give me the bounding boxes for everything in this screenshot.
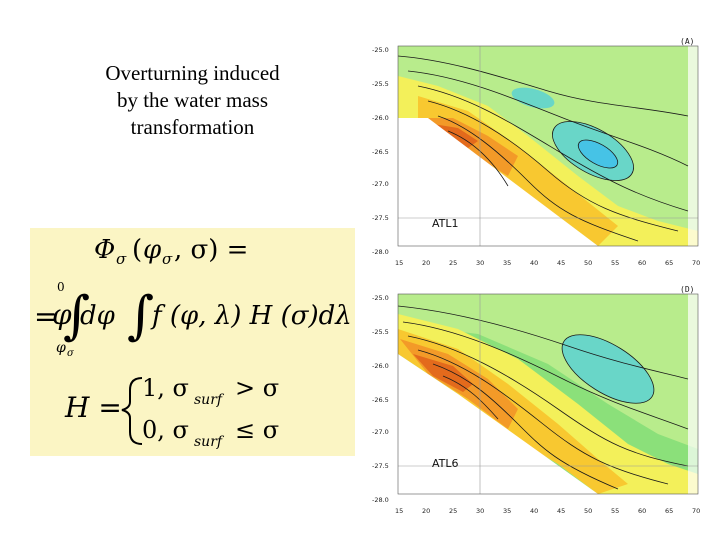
xtick: 60 <box>638 259 646 267</box>
xtick: 50 <box>584 507 592 515</box>
xtick: 65 <box>665 259 673 267</box>
edge-mask <box>688 294 698 494</box>
phi-capital: Φ <box>94 235 115 265</box>
xtick: 70 <box>692 259 700 267</box>
xtick: 15 <box>395 507 403 515</box>
contour-panel-d: -25.0 -25.5 -26.0 -26.5 -27.0 -27.5 -28.… <box>358 284 720 516</box>
panel-a-xticks: 15 20 25 30 35 40 45 50 55 60 65 70 <box>395 259 700 267</box>
no-data-region <box>398 118 598 246</box>
xtick: 25 <box>449 507 457 515</box>
ytick: -25.0 <box>372 294 389 302</box>
panel-d-xticks: 15 20 25 30 35 40 45 50 55 60 65 70 <box>395 507 700 515</box>
ytick: -26.0 <box>372 362 389 370</box>
xtick: 20 <box>422 259 430 267</box>
xtick: 65 <box>665 507 673 515</box>
paren-open: ( <box>132 235 142 265</box>
ytick: -25.0 <box>372 46 389 54</box>
xtick: 45 <box>557 259 565 267</box>
ytick: -26.5 <box>372 396 389 404</box>
ytick: -25.5 <box>372 80 389 88</box>
edge-mask <box>688 46 698 246</box>
case1-text: 1, σ <box>142 374 189 402</box>
ytick: -28.0 <box>372 496 389 504</box>
slide-title: Overturning induced by the water mass tr… <box>60 60 325 141</box>
lower-limit: φ <box>56 340 66 356</box>
title-line-3: transformation <box>130 115 255 139</box>
case2-rel: ≤ σ <box>235 416 279 444</box>
xtick: 25 <box>449 259 457 267</box>
dark-orange-core <box>433 124 478 148</box>
equals-2: = <box>34 300 57 333</box>
ytick: -27.5 <box>372 214 389 222</box>
blue-pool <box>578 140 618 168</box>
panel-a-frame <box>397 45 699 247</box>
panel-d-tag: (D) <box>680 285 694 294</box>
line1-rest: , σ) = <box>174 235 248 265</box>
integrand-rest: f (φ, λ) H (σ)dλ , <box>150 301 355 331</box>
ytick: -27.5 <box>372 462 389 470</box>
xtick: 60 <box>638 507 646 515</box>
integral-1: ∫ <box>63 286 90 346</box>
ytick: -26.5 <box>372 148 389 156</box>
xtick: 35 <box>503 507 511 515</box>
xtick: 35 <box>503 259 511 267</box>
phi-capital-sub: σ <box>116 250 127 268</box>
panel-a-label: ATL1 <box>432 217 459 230</box>
case1-sub: surf <box>194 392 225 408</box>
contour-panel-a: -25.0 -25.5 -26.0 -26.5 -27.0 -27.5 -28.… <box>358 36 720 268</box>
panel-d-frame <box>397 293 699 495</box>
xtick: 55 <box>611 507 619 515</box>
panel-d-fields <box>398 294 698 494</box>
xtick: 40 <box>530 507 538 515</box>
cyan-patch <box>511 87 555 109</box>
xtick: 30 <box>476 507 484 515</box>
case2-text: 0, σ <box>142 416 189 444</box>
panel-a-yticks: -25.0 -25.5 -26.0 -26.5 -27.0 -27.5 -28.… <box>372 46 389 256</box>
contour-svg-d: -25.0 -25.5 -26.0 -26.5 -27.0 -27.5 -28.… <box>372 285 700 515</box>
title-line-2: by the water mass <box>116 88 269 112</box>
title-line-1: Overturning induced <box>105 61 280 85</box>
case-brace <box>121 377 143 445</box>
h-label: H = <box>64 391 122 424</box>
panel-d-label: ATL6 <box>432 457 459 470</box>
contour-svg-a: -25.0 -25.5 -26.0 -26.5 -27.0 -27.5 -28.… <box>372 37 700 267</box>
formula-box: Φ σ ( φ σ , σ) = φ 0 = ∫ dφ ∫ f (φ, λ) H… <box>30 228 355 456</box>
dark-orange-core <box>413 354 473 392</box>
panel-d-contours <box>397 305 689 490</box>
xtick: 20 <box>422 507 430 515</box>
xtick: 45 <box>557 507 565 515</box>
yellow-band <box>398 314 698 494</box>
case1-rel: > σ <box>235 374 279 402</box>
formula-svg: Φ σ ( φ σ , σ) = φ 0 = ∫ dφ ∫ f (φ, λ) H… <box>34 235 355 450</box>
light-green-band <box>398 294 698 449</box>
xtick: 50 <box>584 259 592 267</box>
no-data-region <box>398 354 598 494</box>
xtick: 70 <box>692 507 700 515</box>
ytick: -26.0 <box>372 114 389 122</box>
d-phi: dφ <box>80 301 116 331</box>
phi-sigma: φ <box>143 235 162 265</box>
panel-d-grid <box>398 294 698 494</box>
panel-a-fields <box>398 46 698 246</box>
panel-d-yticks: -25.0 -25.5 -26.0 -26.5 -27.0 -27.5 -28.… <box>372 294 389 504</box>
ytick: -27.0 <box>372 428 389 436</box>
xtick: 15 <box>395 259 403 267</box>
case2-sub: surf <box>194 434 225 450</box>
phi-sigma-sub: σ <box>162 250 173 268</box>
panel-a-grid <box>398 46 698 246</box>
panel-a-tag: (A) <box>680 37 694 46</box>
light-green-band <box>398 46 698 246</box>
integral-2: ∫ <box>127 286 154 346</box>
ytick: -27.0 <box>372 180 389 188</box>
upper-limit: φ <box>52 298 72 331</box>
xtick: 30 <box>476 259 484 267</box>
ytick: -25.5 <box>372 328 389 336</box>
upper-limit-sub: 0 <box>57 280 65 294</box>
xtick: 40 <box>530 259 538 267</box>
ytick: -28.0 <box>372 248 389 256</box>
xtick: 55 <box>611 259 619 267</box>
lower-limit-sub: σ <box>67 348 75 359</box>
